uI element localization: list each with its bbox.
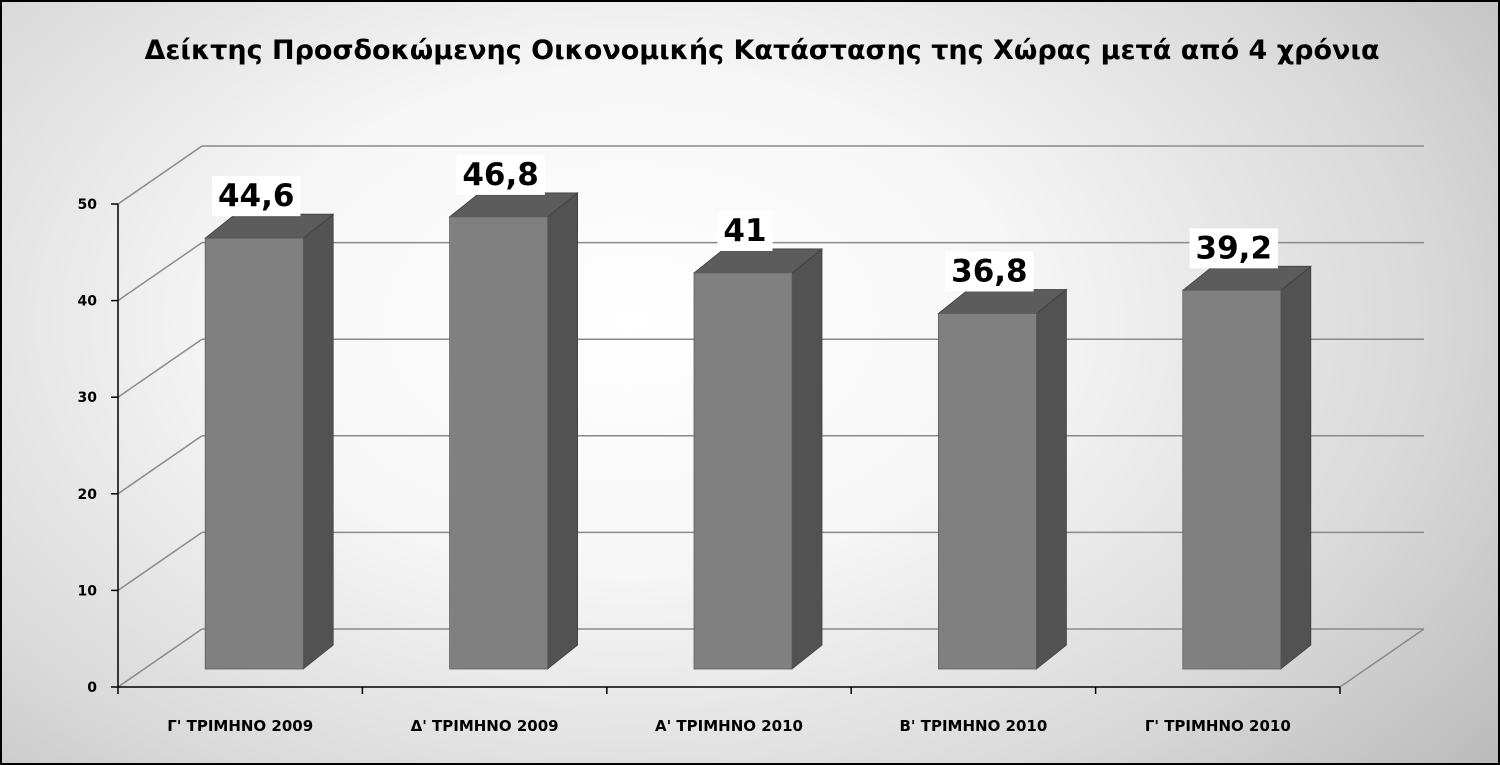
bar-1 [448,192,579,670]
bar-side-4 [1280,265,1312,670]
bar-front-2 [693,272,793,670]
bars [204,192,1312,670]
data-label-box-2 [717,210,773,251]
bar-3 [937,288,1068,670]
x-tick-label-2: Α' ΤΡΙΜΗΝΟ 2010 [655,717,803,735]
data-label-text-1: 46,8 [462,157,539,193]
bar-side-1 [547,192,578,670]
chart-title: Δείκτης Προσδοκώμενης Οικονομικής Κατάστ… [144,35,1380,66]
y-tick-label-1: 10 [78,583,98,599]
bar-front-0 [204,237,304,670]
data-label-1: 46,8 [456,154,545,195]
gridline-side-5 [117,145,203,205]
bar-side-3 [1036,288,1067,670]
x-tick-label-1: Δ' ΤΡΙΜΗΝΟ 2009 [411,717,559,735]
gridline-side-2 [117,435,203,495]
bar-2 [692,248,824,670]
data-label-3: 36,8 [945,251,1034,292]
data-label-box-4 [1189,228,1279,269]
data-label-box-1 [456,154,545,195]
y-tick-label-3: 30 [78,390,98,406]
floor-edge-right [1339,628,1425,688]
data-label-4: 39,2 [1189,228,1279,269]
data-label-text-0: 44,6 [218,178,295,214]
y-tick-label-0: 0 [87,680,97,696]
gridline-side-4 [117,241,203,302]
data-labels: 44,6 46,8 41 36,8 39,2 [211,154,1279,292]
axes: 0 10 20 30 40 50 Γ' ΤΡΙΜΗΝΟ 2009 Δ' ΤΡΙΜΗΝΟ 200… [78,197,1341,735]
bar-0 [204,213,335,670]
x-tick-label-3: Β' ΤΡΙΜΗΝΟ 2010 [899,717,1047,735]
x-tick-label-4: Γ' ΤΡΙΜΗΝΟ 2010 [1145,717,1291,735]
gridline-side-0 [117,628,203,688]
gridline-side-1 [117,531,203,592]
data-label-text-2: 41 [723,213,766,249]
data-label-2: 41 [717,210,773,251]
data-label-box-3 [945,251,1034,292]
y-tick-label-4: 40 [78,294,98,310]
bar-side-0 [302,213,334,670]
bar-front-4 [1182,289,1282,670]
bar-front-3 [938,313,1037,670]
data-label-text-3: 36,8 [951,254,1028,290]
data-label-box-0 [211,176,301,217]
data-label-0: 44,6 [211,176,301,217]
x-tick-label-0: Γ' ΤΡΙΜΗΝΟ 2009 [167,717,313,735]
bar-side-2 [791,248,823,670]
gridline-side-3 [117,338,203,398]
y-tick-label-5: 50 [78,197,98,213]
bar-4 [1181,265,1312,670]
y-tick-label-2: 20 [78,487,98,503]
bar-front-1 [449,216,549,670]
data-label-text-4: 39,2 [1196,230,1273,266]
